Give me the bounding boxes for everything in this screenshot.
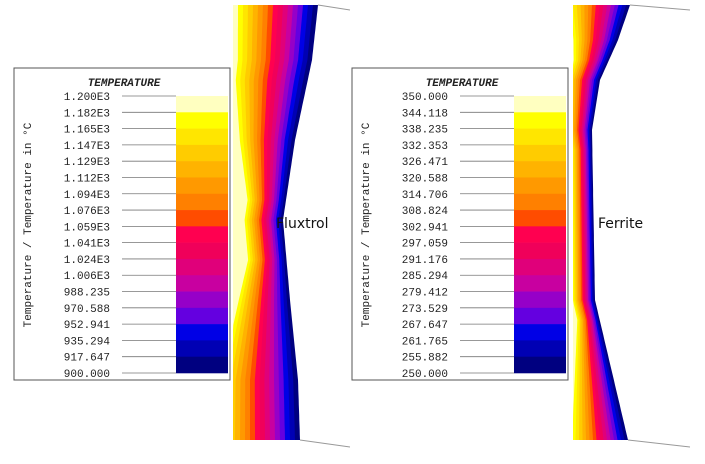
panel: Ferrite TEMPERATURE Temperature / Temperat… — [351, 4, 691, 448]
panel: Fluxtrol TEMPERATURE Temperature / Tempera… — [13, 4, 351, 448]
tick-label: 302.941 — [402, 222, 449, 234]
color-swatch — [176, 324, 228, 341]
color-swatch — [514, 307, 566, 325]
tick-label: 338.235 — [402, 125, 448, 137]
tick-label: 350.000 — [402, 92, 448, 104]
tick-label: 988.235 — [64, 288, 110, 300]
tick-label: 314.706 — [402, 190, 448, 202]
tick-label: 308.824 — [402, 206, 449, 218]
tick-label: 1.147E3 — [64, 141, 110, 153]
color-swatch — [514, 226, 566, 243]
color-swatch — [176, 96, 228, 113]
color-swatch — [514, 324, 566, 341]
color-swatch — [514, 112, 566, 129]
color-swatch — [514, 193, 566, 211]
color-swatch — [514, 144, 566, 162]
color-swatch — [176, 144, 228, 162]
color-swatch — [176, 210, 228, 227]
tick-label: 1.112E3 — [64, 173, 110, 185]
color-swatch — [176, 177, 228, 195]
color-swatch — [176, 275, 228, 292]
color-swatch — [176, 161, 228, 178]
core-label: Ferrite — [598, 216, 643, 232]
tick-label: 1.200E3 — [64, 92, 110, 104]
tick-label: 285.294 — [402, 271, 449, 283]
tick-label: 917.647 — [64, 353, 110, 365]
tick-label: 279.412 — [402, 288, 448, 300]
tick-label: 326.471 — [402, 157, 449, 169]
core-label: Fluxtrol — [276, 216, 329, 232]
tick-label: 344.118 — [402, 108, 448, 120]
tick-label: 1.024E3 — [64, 255, 110, 267]
tick-label: 970.588 — [64, 304, 110, 316]
color-swatch — [514, 291, 566, 309]
contour-band — [573, 5, 578, 440]
legend-title: TEMPERATURE — [88, 78, 161, 90]
tick-label: 332.353 — [402, 141, 448, 153]
contour-band — [233, 5, 249, 440]
color-swatch — [514, 340, 566, 358]
color-swatch — [514, 177, 566, 195]
tick-label: 1.041E3 — [64, 239, 110, 251]
tick-label: 320.588 — [402, 173, 448, 185]
tick-label: 952.941 — [64, 320, 111, 332]
color-swatch — [514, 128, 566, 146]
tick-label: 1.129E3 — [64, 157, 110, 169]
color-swatch — [514, 210, 566, 227]
color-swatch — [176, 307, 228, 325]
tick-label: 255.882 — [402, 353, 448, 365]
color-swatch — [176, 258, 228, 276]
tick-label: 1.094E3 — [64, 190, 110, 202]
color-swatch — [514, 275, 566, 292]
color-swatch — [176, 112, 228, 129]
workpiece-outline — [299, 4, 351, 448]
color-swatch — [176, 356, 228, 374]
legend-title: TEMPERATURE — [426, 78, 499, 90]
tick-label: 1.006E3 — [64, 271, 110, 283]
color-swatch — [176, 291, 228, 309]
color-swatch — [514, 258, 566, 276]
color-swatch — [176, 340, 228, 358]
color-swatch — [514, 161, 566, 178]
tick-label: 900.000 — [64, 369, 110, 381]
color-swatch — [514, 242, 566, 260]
color-swatch — [514, 356, 566, 374]
tick-label: 297.059 — [402, 239, 448, 251]
tick-label: 1.059E3 — [64, 222, 110, 234]
tick-label: 261.765 — [402, 336, 448, 348]
color-swatch — [176, 242, 228, 260]
tick-label: 1.076E3 — [64, 206, 110, 218]
color-swatch — [176, 128, 228, 146]
tick-label: 291.176 — [402, 255, 448, 267]
axis-label: Temperature / Temperature in °C — [23, 122, 35, 327]
tick-label: 1.165E3 — [64, 125, 110, 137]
axis-label: Temperature / Temperature in °C — [361, 122, 373, 327]
tick-label: 273.529 — [402, 304, 448, 316]
tick-label: 250.000 — [402, 369, 448, 381]
workpiece-outline — [627, 4, 691, 448]
color-swatch — [176, 193, 228, 211]
tick-label: 267.647 — [402, 320, 448, 332]
color-swatch — [514, 96, 566, 113]
color-swatch — [176, 226, 228, 243]
tick-label: 935.294 — [64, 336, 111, 348]
tick-label: 1.182E3 — [64, 108, 110, 120]
